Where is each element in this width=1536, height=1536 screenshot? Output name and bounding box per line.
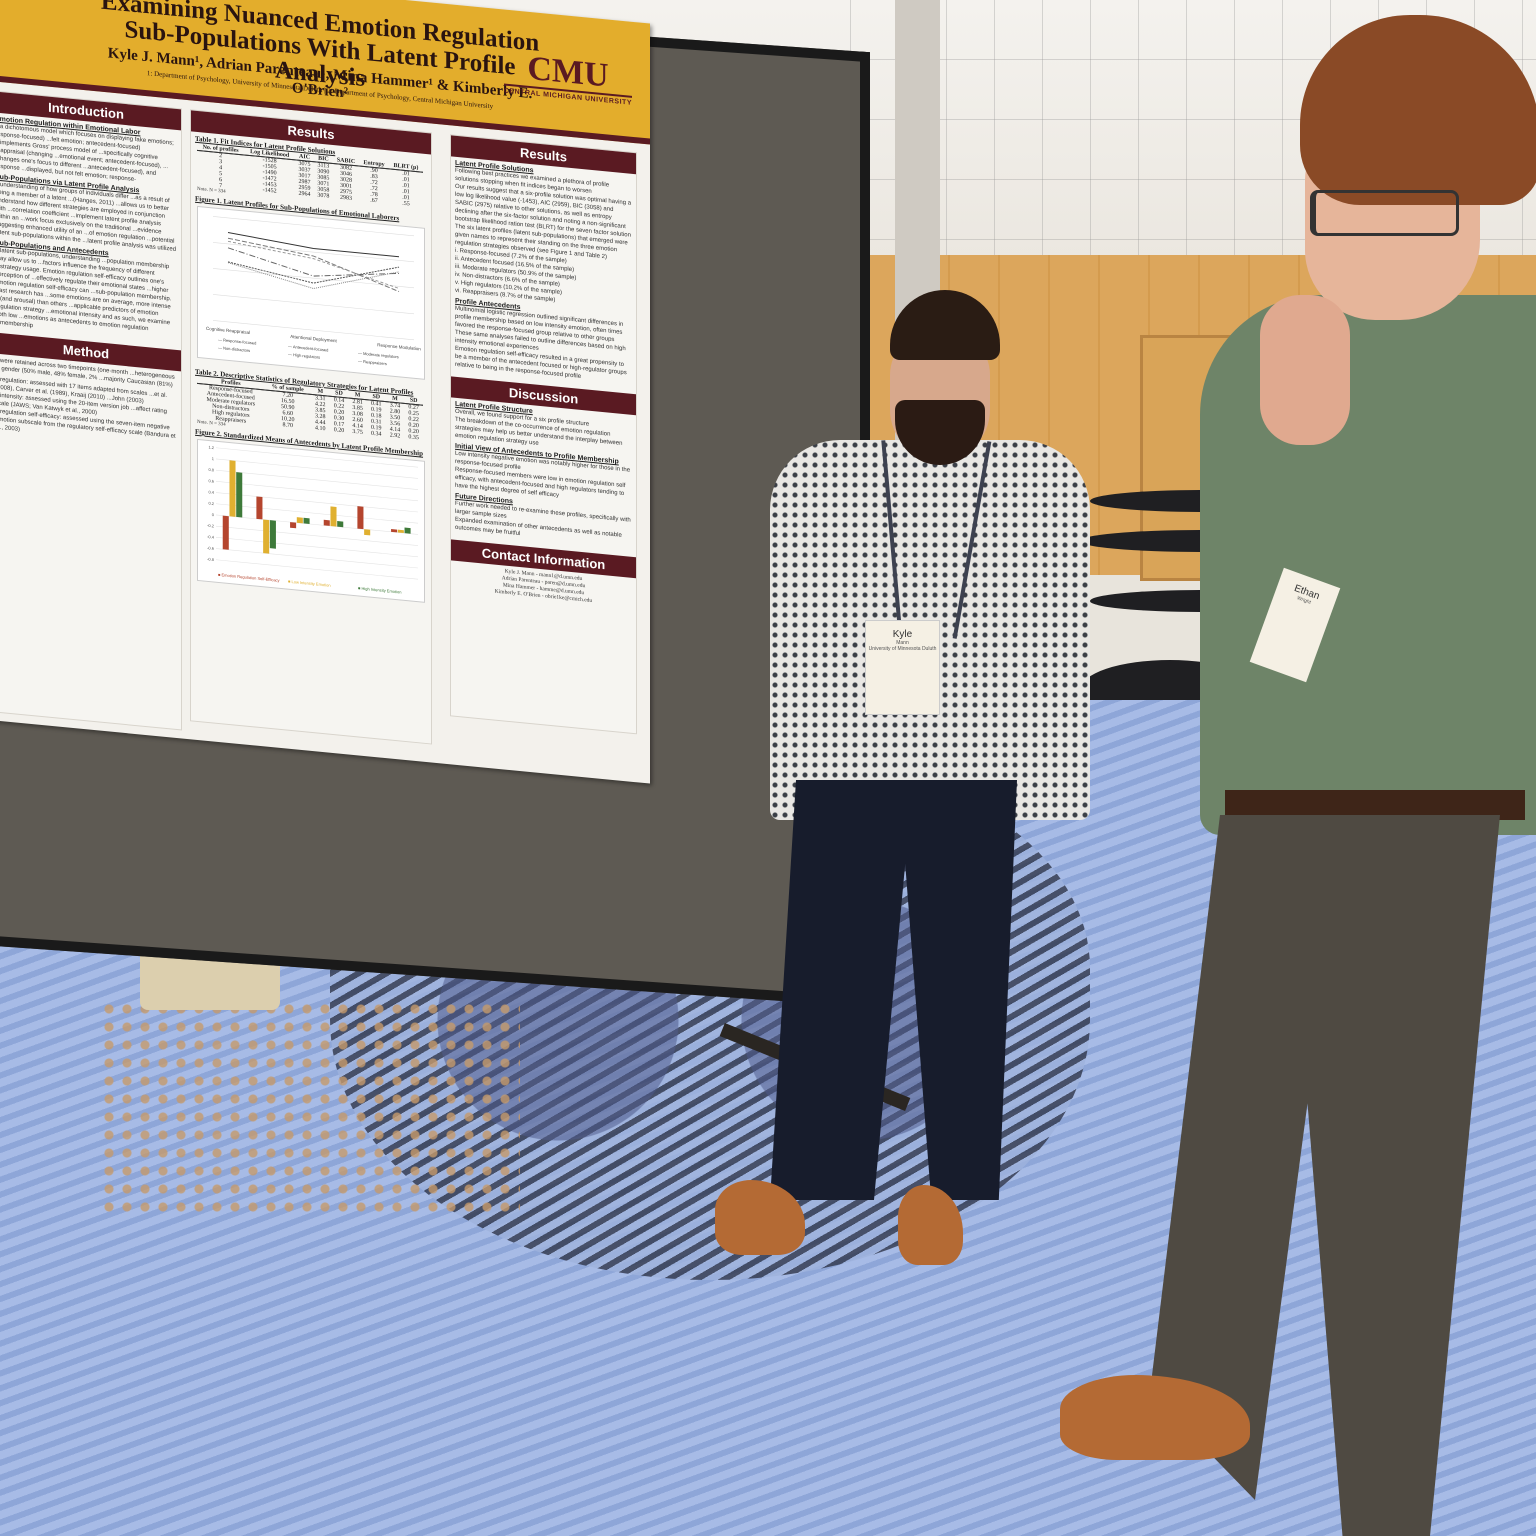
svg-text:0.6: 0.6: [208, 478, 214, 484]
presenter-hair: [890, 290, 1000, 360]
svg-text:0.8: 0.8: [208, 467, 214, 473]
column-results-tables: Results Table 1. Fit Indices for Latent …: [190, 109, 432, 745]
badge-last-name: Mann: [896, 640, 909, 646]
green-shirt: [1200, 295, 1536, 835]
badge-affiliation: University of Minnesota Duluth: [868, 646, 937, 652]
presenter: Kyle Mann University of Minnesota Duluth: [715, 290, 1100, 1290]
antecedents-bar-chart: 1.2 1 0.8 0.6 0.4 0.2 0 -0.2 -0.4 -0.6 -0.8 ■ Emoti…: [197, 438, 425, 603]
visitor-hair: [1300, 15, 1536, 205]
visitor: Ethan Wright: [1060, 15, 1536, 1536]
glasses: [1310, 190, 1459, 236]
svg-text:■ Emotion Regulation Self-Effi: ■ Emotion Regulation Self-Efficacy: [218, 572, 280, 583]
svg-text:■ Low Intensity Emotion: ■ Low Intensity Emotion: [288, 579, 331, 588]
research-poster: Examining Nuanced Emotion Regulation Sub…: [0, 0, 650, 784]
svg-text:Attentional Deployment: Attentional Deployment: [290, 334, 337, 344]
column-introduction-method: Introduction Emotion Regulation within E…: [0, 90, 182, 731]
svg-text:0: 0: [212, 512, 215, 517]
svg-text:-0.4: -0.4: [207, 534, 215, 540]
hand-on-chin: [1260, 295, 1350, 445]
svg-text:— Non-distractors: — Non-distractors: [218, 345, 250, 353]
svg-text:-0.8: -0.8: [207, 556, 215, 562]
svg-text:— Antecedent-focused: — Antecedent-focused: [288, 344, 328, 353]
badge-first-name: Kyle: [892, 629, 913, 640]
svg-text:— Moderate regulators: — Moderate regulators: [358, 350, 399, 359]
svg-text:-0.2: -0.2: [207, 523, 215, 529]
svg-text:0.2: 0.2: [208, 501, 214, 507]
svg-text:— Response-focused: — Response-focused: [218, 337, 256, 346]
svg-text:— High regulators: — High regulators: [288, 352, 320, 360]
svg-text:— Reappraisers: — Reappraisers: [358, 358, 387, 366]
svg-text:1: 1: [212, 456, 215, 461]
svg-text:■ High Intensity Emotion: ■ High Intensity Emotion: [358, 585, 401, 594]
svg-text:Response Modulation: Response Modulation: [377, 342, 421, 351]
svg-text:0.4: 0.4: [208, 489, 214, 495]
column-results-discussion: Results Latent Profile Solutions Followi…: [450, 134, 637, 735]
svg-text:-0.6: -0.6: [207, 545, 215, 551]
body-text: ...latent sub-populations, understanding…: [0, 247, 172, 333]
latent-profiles-line-chart: Cognitive Reappraisal Attentional Deploym…: [197, 205, 425, 380]
carpet-dots: [100, 1000, 520, 1220]
navy-trousers: [770, 780, 1017, 1200]
presenter-name-badge: Kyle Mann University of Minnesota Duluth: [865, 620, 940, 715]
svg-text:1.2: 1.2: [208, 445, 214, 451]
svg-text:Cognitive Reappraisal: Cognitive Reappraisal: [206, 326, 250, 335]
